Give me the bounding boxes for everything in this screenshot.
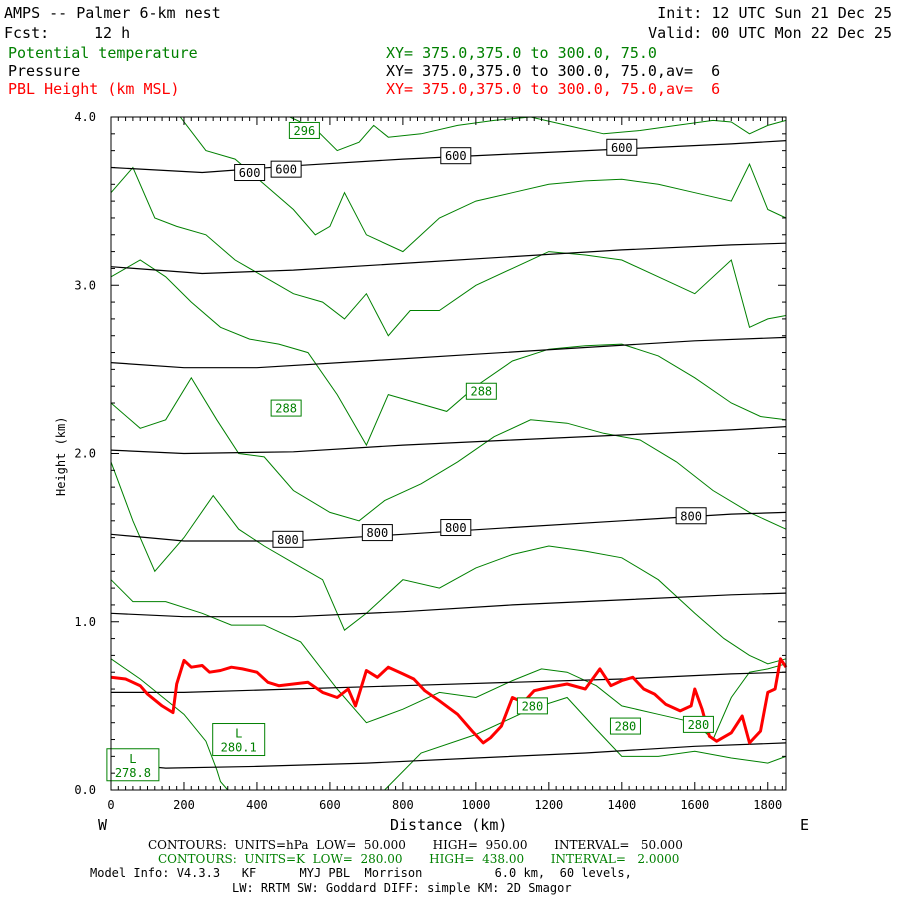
theta-contour-288-k [110,376,787,530]
pressure-contour-950-hpa [110,742,787,769]
pressure-contour-900-hpa [111,671,787,693]
pressure-contour-850-hpa [110,592,787,618]
axes: 0 200 400 600 800 1000 1200 1400 1600 1800 0.0 1.0 2… [74,110,786,812]
pressure-label-2: 600 [445,149,467,163]
pressure-label-6-box [440,519,472,537]
contour-labels: 600 600 600 600 800 800 800 800 296 288 288 280 280 2… [106,121,714,782]
low-center-value-1: 278.8 [115,766,151,780]
field-xy-pbl: XY= 375.0,375.0 to 300.0, 75.0,av= 6 [386,80,721,98]
pressure-label-2-box [440,147,472,165]
field-name-theta: Potential temperature [8,44,198,62]
x-axis-title: Distance (km) [390,816,508,834]
contours-label-pressure: CONTOURS: [148,838,227,852]
low-center-letter-1: L [129,752,136,766]
theta-contour-294-k [179,116,787,253]
theta-label-5: 280 [688,718,710,732]
y-tick-label: 0.0 [74,783,96,797]
x-tick-label: 1600 [680,798,709,812]
field-name-pbl: PBL Height (km MSL) [8,80,180,98]
pressure-label-3-box [606,138,638,156]
theta-contour-286-k [110,461,787,665]
y-tick-label: 2.0 [74,447,96,461]
theta-contour-284-k [110,579,787,741]
theta-label-2: 288 [470,385,492,399]
contours-text-pressure: UNITS=hPa LOW= 50.000 HIGH= 950.00 INTER… [234,838,683,852]
init-time: Init: 12 UTC Sun 21 Dec 25 [657,4,892,22]
pressure-label-5: 800 [367,526,389,540]
field-xy-theta: XY= 375.0,375.0 to 300.0, 75.0 [386,44,657,62]
pressure-label-0-box [234,164,266,182]
theta-label-0: 296 [294,124,316,138]
pressure-label-5-box [361,524,393,542]
pressure-contour-650-hpa [110,242,787,275]
model-info: Model Info: V4.3.3 KF MYJ PBL Morrison 6… [90,866,632,880]
x-tick-label: 600 [319,798,341,812]
pressure-label-7-box [675,507,707,525]
y-axis-title-text: Height (km) [54,416,68,496]
theta-label-2-box [465,382,497,400]
y-tick-label: 3.0 [74,278,96,292]
theta-label-1: 288 [275,402,297,416]
theta-label-1-box [270,399,302,417]
east-end-label: E [800,816,810,834]
pressure-label-4-box [272,530,304,548]
pressure-label-1: 600 [275,163,297,177]
x-tick-label: 1000 [461,798,490,812]
forecast-label: Fcst: [4,24,50,42]
theta-label-3-box [516,697,548,715]
theta-label-3: 280 [522,699,544,713]
x-tick-label: 0 [107,798,114,812]
low-center-box-0 [212,723,266,757]
pbl-height-line [110,657,788,745]
pressure-label-3: 600 [611,141,633,155]
theta-contour-282-k-east [384,696,787,791]
pressure-label-7: 800 [680,509,702,523]
x-tick-label: 1400 [607,798,636,812]
contours-label-theta: CONTOURS: [158,852,237,866]
field-xy-pressure: XY= 375.0,375.0 to 300.0, 75.0,av= 6 [386,62,721,80]
field-name-pressure: Pressure [8,62,81,80]
y-tick-label: 4.0 [74,110,96,124]
x-tick-label: 1800 [753,798,782,812]
pressure-label-1-box [270,160,302,178]
forecast-value: 12 h [94,24,131,42]
theta-contour-290-k [110,259,787,447]
chart-title: AMPS -- Palmer 6-km nest [4,4,221,22]
pressure-contours [110,140,787,769]
contours-info-theta: CONTOURS: UNITS=K LOW= 280.00 HIGH= 438.… [158,852,679,866]
theta-contour-292-k [110,166,787,337]
low-center-letter-0: L [235,727,242,741]
x-tick-label: 400 [246,798,268,812]
contours-text-theta: UNITS=K LOW= 280.00 HIGH= 438.00 INTERVA… [244,852,680,866]
west-end-label: W [98,816,108,834]
theta-label-4: 280 [615,720,637,734]
theta-label-0-box [288,121,320,139]
pressure-label-6: 800 [445,521,467,535]
low-center-box-1 [106,748,160,782]
x-tick-label: 1200 [534,798,563,812]
contours-info-pressure: CONTOURS: UNITS=hPa LOW= 50.000 HIGH= 95… [148,838,683,852]
pressure-contour-700-hpa [110,336,787,369]
theta-label-5-box [682,715,714,733]
valid-time: Valid: 00 UTC Mon 22 Dec 25 [648,24,892,42]
y-tick-label: 1.0 [74,615,96,629]
theta-contour-282-k [110,658,229,791]
pbl-height-series [110,657,788,745]
pressure-contour-750-hpa [110,426,787,455]
x-tick-label: 200 [173,798,195,812]
theta-label-4-box [609,717,641,735]
low-center-value-0: 280.1 [221,741,257,755]
x-tick-label: 800 [392,798,414,812]
pressure-label-0: 600 [239,166,261,180]
pressure-label-4: 800 [277,533,299,547]
model-physics: LW: RRTM SW: Goddard DIFF: simple KM: 2D… [232,881,572,895]
theta-contour-296-k [289,116,787,152]
